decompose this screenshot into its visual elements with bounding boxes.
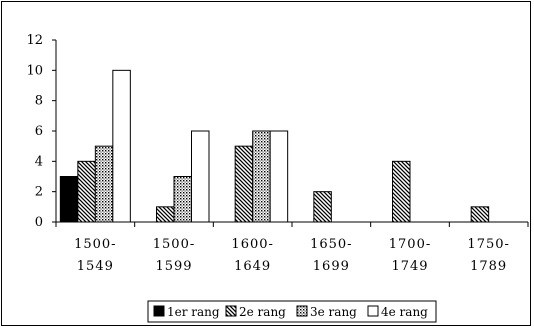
bar bbox=[234, 145, 254, 223]
bar bbox=[173, 176, 192, 223]
bar bbox=[59, 176, 79, 223]
x-tick-label: 1500- bbox=[153, 237, 195, 252]
axis-labels: 0 2 4 6 8 10 12 1500- 1549 1500- 1599 1600- 1649 1650… bbox=[26, 33, 509, 274]
bars bbox=[59, 69, 490, 223]
bar bbox=[191, 130, 210, 223]
bar bbox=[470, 206, 490, 223]
y-tick-label: 10 bbox=[26, 63, 43, 78]
legend-label: 1er rang bbox=[167, 305, 220, 319]
y-tick-label: 8 bbox=[35, 94, 43, 109]
x-tick-label: 1700- bbox=[389, 237, 431, 252]
x-tick-label: 1699 bbox=[313, 259, 350, 274]
bar bbox=[392, 160, 411, 223]
legend-swatch bbox=[153, 305, 165, 317]
x-tick-label: 1650- bbox=[310, 237, 352, 252]
bar bbox=[94, 145, 114, 223]
y-tick-label: 6 bbox=[35, 124, 43, 139]
x-tick-label: 1599 bbox=[155, 259, 192, 274]
legend-label: 3e rang bbox=[310, 305, 357, 319]
legend-label: 4e rang bbox=[381, 305, 428, 319]
legend-swatch bbox=[367, 305, 379, 317]
bar bbox=[313, 191, 332, 223]
legend-label: 2e rang bbox=[239, 305, 286, 319]
bar bbox=[252, 130, 271, 223]
bar bbox=[269, 130, 289, 223]
legend: 1er rang 2e rang 3e rang 4e rang bbox=[147, 300, 437, 323]
bar bbox=[156, 206, 175, 223]
x-tick-label: 1750- bbox=[467, 237, 509, 252]
bar bbox=[77, 160, 96, 223]
x-tick-label: 1600- bbox=[231, 237, 273, 252]
axes bbox=[52, 39, 529, 227]
bar bbox=[112, 69, 131, 223]
legend-box bbox=[147, 300, 437, 323]
x-tick-label: 1749 bbox=[391, 259, 428, 274]
legend-swatch bbox=[296, 305, 308, 317]
x-tick-label: 1649 bbox=[234, 259, 271, 274]
x-tick-label: 1549 bbox=[77, 259, 114, 274]
x-tick-label: 1789 bbox=[470, 259, 507, 274]
legend-swatch bbox=[225, 305, 237, 317]
y-tick-label: 0 bbox=[35, 215, 43, 230]
y-tick-label: 12 bbox=[26, 33, 43, 48]
y-tick-label: 4 bbox=[35, 154, 43, 169]
y-tick-label: 2 bbox=[35, 185, 43, 200]
x-tick-label: 1500- bbox=[74, 237, 116, 252]
